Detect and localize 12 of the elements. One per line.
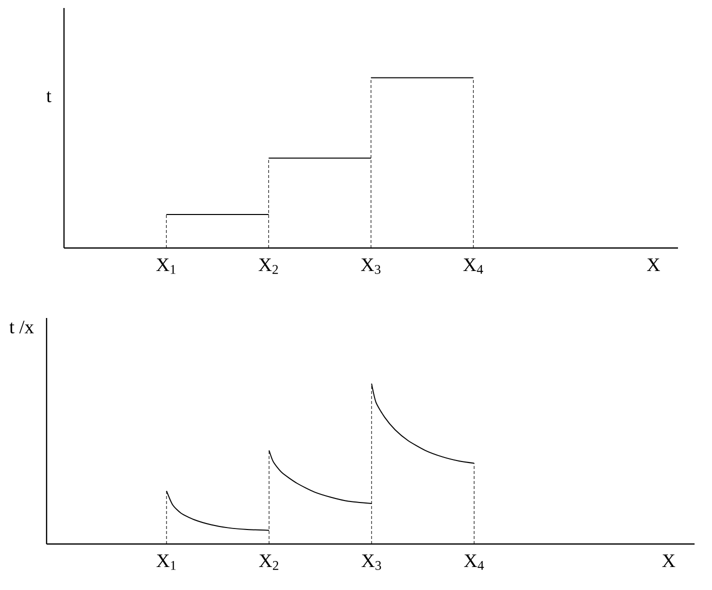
x-tick-label: X$_{2}$ xyxy=(258,258,278,274)
y-axis-title: t /x xyxy=(9,320,34,334)
x-tick-label: X$_{2}$ xyxy=(259,554,278,570)
x-tick-label: X$_{4}$ xyxy=(463,258,484,274)
x-tick-label: X$_{4}$ xyxy=(464,554,484,570)
x-tick-label: X$_{3}$ xyxy=(362,554,382,570)
x-axis-title: X xyxy=(662,554,676,567)
x-tick-label: X$_{1}$ xyxy=(156,258,176,274)
y-axis-title: t xyxy=(46,91,52,102)
x-axis-title: X xyxy=(647,258,660,271)
x-tick-label: X$_{1}$ xyxy=(156,554,176,570)
x-tick-label: X$_{3}$ xyxy=(360,258,380,274)
